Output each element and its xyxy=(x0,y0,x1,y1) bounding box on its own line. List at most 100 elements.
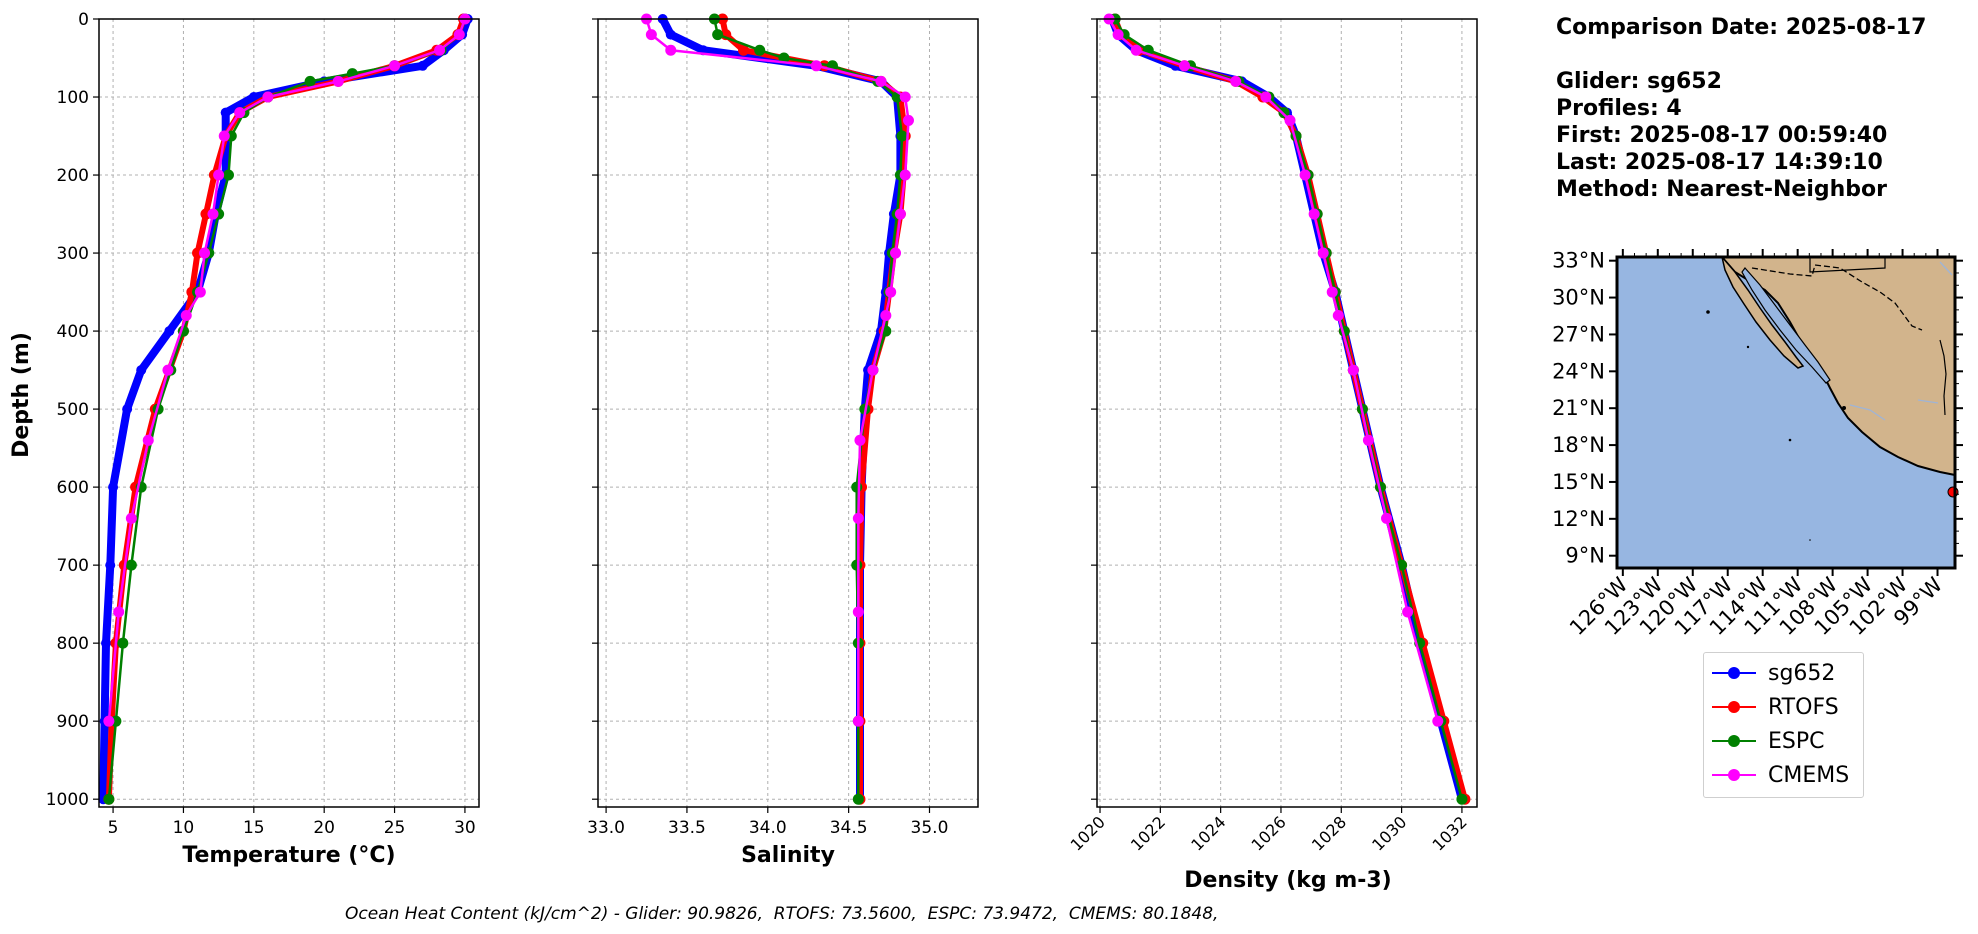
data-point-cmems xyxy=(852,512,864,524)
profile-count: Profiles: 4 xyxy=(1556,96,1682,121)
data-point-espc xyxy=(1278,107,1290,119)
lat-tick-label: 30°N xyxy=(1552,286,1605,310)
data-point-sg652 xyxy=(136,365,147,376)
salinity-axis-label: Salinity xyxy=(741,843,835,868)
data-point-cmems xyxy=(1332,309,1344,321)
data-point-cmems xyxy=(867,364,879,376)
glider-name: Glider: sg652 xyxy=(1556,69,1722,94)
lat-tick-label: 27°N xyxy=(1552,322,1605,346)
data-point-cmems xyxy=(1299,169,1311,181)
data-point-cmems xyxy=(125,512,137,524)
data-point-sg652 xyxy=(220,107,231,118)
data-point-cmems xyxy=(389,60,401,72)
y-tick-label: 300 xyxy=(57,244,89,264)
data-point-sg652 xyxy=(101,638,112,649)
salinity-panel: 33.0 33.5 34.0 34.5 35.0 xyxy=(587,13,979,838)
legend-swatch xyxy=(1712,667,1756,679)
depth-axis-label: Depth (m) xyxy=(9,332,34,458)
data-point-espc xyxy=(754,44,766,56)
legend-item-rtofs: RTOFS xyxy=(1712,693,1839,721)
data-point-cmems xyxy=(852,715,864,727)
series-line-sg652 xyxy=(99,17,472,800)
legend-item-espc: ESPC xyxy=(1712,727,1825,755)
y-tick-label: 0 xyxy=(78,10,89,30)
x-tick-label: 1022 xyxy=(1127,812,1169,854)
temperature-axis-label: Temperature (°C) xyxy=(182,843,395,868)
map-island-3 xyxy=(1788,438,1792,442)
data-point-cmems xyxy=(854,434,866,446)
data-point-cmems xyxy=(1432,715,1444,727)
data-point-cmems xyxy=(453,29,465,41)
data-point-espc xyxy=(103,793,115,805)
legend-label: ESPC xyxy=(1768,728,1825,754)
x-tick-label: 10 xyxy=(173,818,195,838)
data-point-espc xyxy=(125,559,137,571)
map-land xyxy=(1719,256,1956,477)
map-island-2 xyxy=(1746,345,1750,349)
map-river-north xyxy=(1939,261,1953,276)
data-point-cmems xyxy=(332,75,344,87)
lat-tick-label: 33°N xyxy=(1552,249,1605,273)
data-point-espc xyxy=(852,793,864,805)
temperature-panel: 5 10 15 20 25 3001002003004005006007008009001… xyxy=(46,10,480,838)
x-tick-label: 1024 xyxy=(1187,812,1229,854)
first-time: First: 2025-08-17 00:59:40 xyxy=(1556,123,1888,148)
legend: sg652 RTOFS ESPC CMEMS xyxy=(1703,652,1864,798)
data-point-cmems xyxy=(103,715,115,727)
data-point-cmems xyxy=(113,606,125,618)
lat-tick-label: 18°N xyxy=(1552,433,1605,457)
data-point-cmems xyxy=(1112,29,1124,41)
x-tick-label: 1032 xyxy=(1429,812,1471,854)
lat-tick-label: 12°N xyxy=(1552,507,1605,531)
data-point-sg652 xyxy=(108,482,119,493)
x-tick-label: 5 xyxy=(108,818,119,838)
data-point-cmems xyxy=(1362,434,1374,446)
data-point-sg652 xyxy=(164,326,175,337)
data-point-cmems xyxy=(899,169,911,181)
data-point-cmems xyxy=(1178,60,1190,72)
data-point-cmems xyxy=(180,309,192,321)
data-point-cmems xyxy=(1260,91,1272,103)
data-point-rtofs xyxy=(738,44,750,56)
ocean-heat-content-caption: Ocean Heat Content (kJ/cm^2) - Glider: 9… xyxy=(345,904,1219,924)
data-point-sg652 xyxy=(417,60,428,71)
data-point-espc xyxy=(851,559,863,571)
x-tick-label: 1026 xyxy=(1248,812,1290,854)
data-point-cmems xyxy=(890,247,902,259)
series-line-cmems xyxy=(1108,18,1440,722)
data-point-cmems xyxy=(665,44,677,56)
data-point-cmems xyxy=(218,130,230,142)
map-rivers xyxy=(1849,399,1939,421)
y-tick-label: 1000 xyxy=(46,790,89,810)
legend-item-cmems: CMEMS xyxy=(1712,761,1849,789)
plot-frame xyxy=(597,18,979,808)
map-gulf-of-california xyxy=(1741,267,1831,384)
y-tick-label: 400 xyxy=(57,322,89,342)
last-time: Last: 2025-08-17 14:39:10 xyxy=(1556,150,1883,175)
legend-swatch xyxy=(1712,735,1756,747)
data-point-cmems xyxy=(645,29,657,41)
legend-label: RTOFS xyxy=(1768,694,1839,720)
method: Method: Nearest-Neighbor xyxy=(1556,177,1887,202)
map-island-4 xyxy=(1842,406,1846,410)
data-point-cmems xyxy=(880,309,892,321)
data-point-sg652 xyxy=(105,560,116,571)
x-tick-label: 1020 xyxy=(1067,812,1109,854)
data-point-cmems xyxy=(1230,75,1242,87)
lat-tick-label: 9°N xyxy=(1565,544,1605,568)
data-point-espc xyxy=(851,481,863,493)
info-spacer xyxy=(1556,41,1926,68)
plot-frame xyxy=(1096,18,1478,808)
data-point-cmems xyxy=(1326,286,1338,298)
legend-label: sg652 xyxy=(1768,660,1836,686)
series-line-cmems xyxy=(107,18,467,722)
y-tick-label: 600 xyxy=(57,478,89,498)
x-tick-label: 33.0 xyxy=(587,818,625,838)
y-tick-label: 700 xyxy=(57,556,89,576)
legend-label: CMEMS xyxy=(1768,762,1850,788)
legend-item-sg652: sg652 xyxy=(1712,659,1835,687)
data-point-cmems xyxy=(1402,606,1414,618)
data-point-cmems xyxy=(899,91,911,103)
data-point-espc xyxy=(222,169,234,181)
